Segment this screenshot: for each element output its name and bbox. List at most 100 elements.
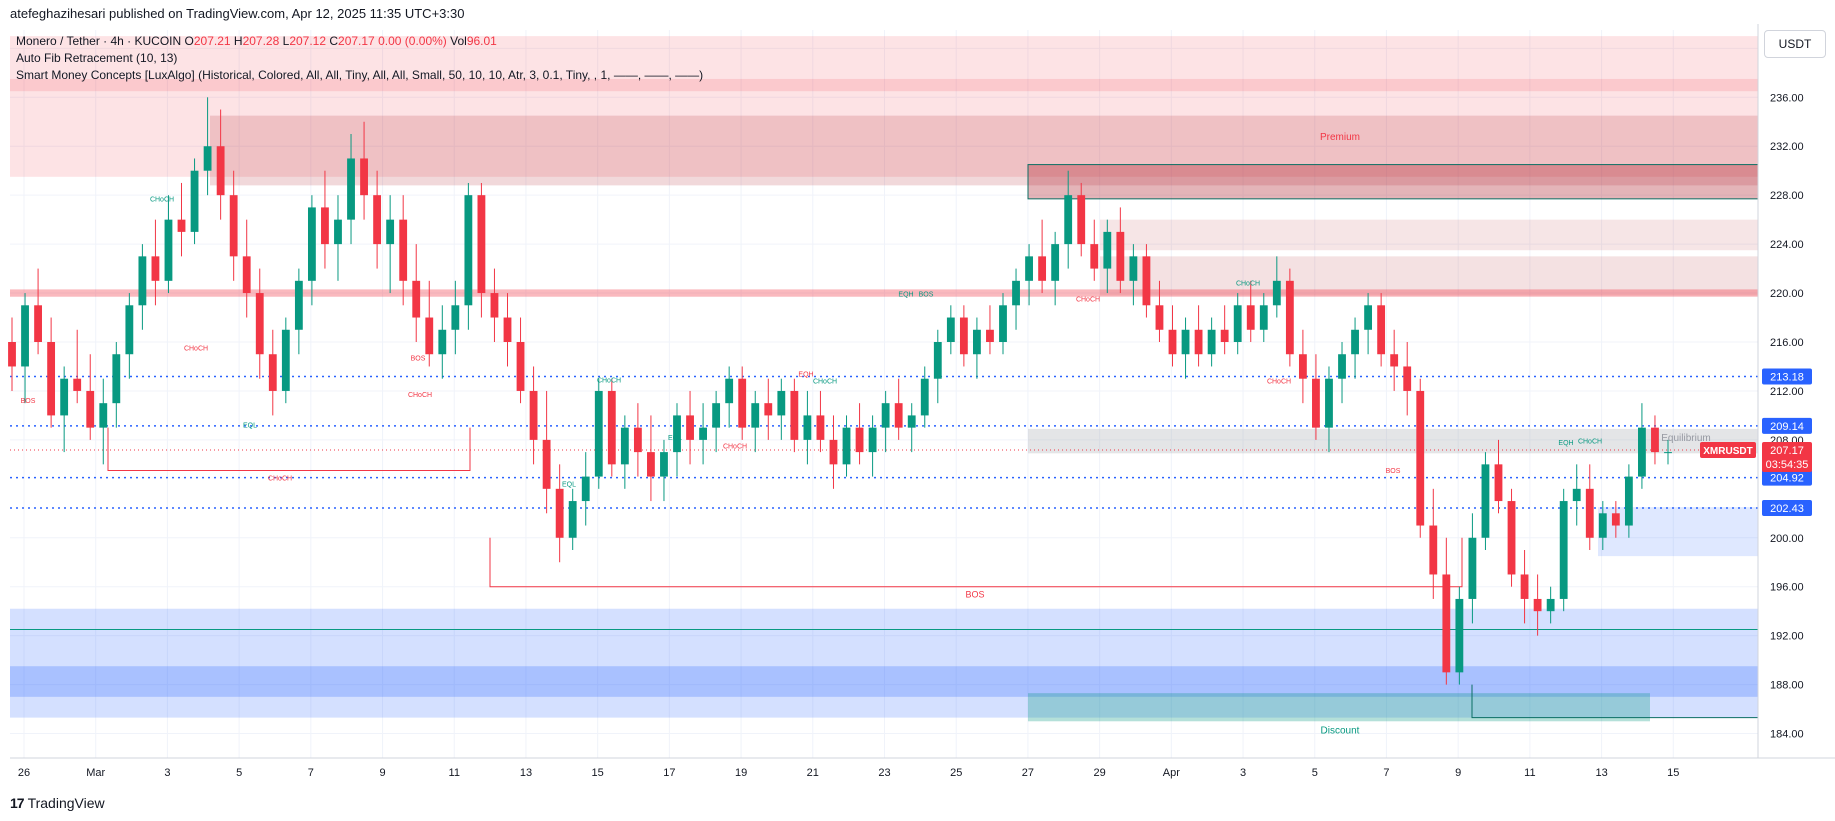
candle-body (1233, 305, 1242, 342)
candle-body (47, 342, 56, 416)
candle-body (1455, 598, 1464, 673)
candle-body (686, 415, 694, 440)
candle-body (151, 256, 160, 281)
time-axis: 26 Mar 3 5 7 9 11 13 15 17 19 21 23 25 27 29 Apr 3 5 7 9 11 13… (10, 757, 1835, 779)
candle-body (386, 219, 395, 245)
candle-body (647, 452, 655, 477)
candle-body (764, 403, 773, 416)
x-tick-label: 7 (308, 767, 314, 779)
x-tick-label: 11 (1524, 767, 1535, 779)
candle-body (673, 415, 681, 453)
candle-body (268, 354, 277, 391)
candle-body (412, 280, 421, 318)
supply-block-4 (1100, 256, 1758, 296)
candle-body (255, 293, 264, 355)
candle-body (1442, 574, 1451, 673)
supply-band-top (10, 78, 1758, 92)
candle-body (1572, 488, 1581, 502)
candle-body (594, 390, 603, 477)
open-value: 207.21 (193, 34, 231, 48)
zone-label: Equilibrium (1661, 433, 1710, 444)
price-label-text: 204.92 (1770, 473, 1804, 485)
candle-body (1429, 525, 1438, 575)
candle-body (73, 378, 82, 391)
indicator-fib[interactable]: Auto Fib Retracement (10, 13) (16, 51, 178, 65)
candle-body (477, 195, 486, 294)
x-tick-label: 17 (663, 767, 675, 779)
candle-body (1481, 464, 1490, 538)
structure-label: CHoCH (150, 196, 174, 203)
candle-body (1103, 231, 1112, 269)
candle-body (125, 305, 134, 355)
candle-body (1272, 280, 1281, 306)
price-label-box (1762, 417, 1812, 434)
candle-body (229, 195, 238, 257)
change-value: 0.00 (0.00%) (378, 34, 447, 48)
candle-body (1051, 244, 1060, 281)
symbol-title[interactable]: Monero / Tether · 4h · KUCOIN (16, 34, 182, 48)
supply-block-1 (210, 115, 1758, 186)
candle-body (751, 403, 760, 428)
x-tick-label: 21 (807, 767, 819, 779)
x-tick-label: 5 (1312, 767, 1318, 779)
structure-label: EQH (798, 371, 813, 378)
candle-body (451, 305, 460, 330)
x-tick-label: 26 (18, 767, 30, 779)
candle-body (1064, 195, 1073, 245)
low-label: L (282, 34, 290, 48)
candle-body (281, 329, 290, 391)
candle-body (946, 317, 955, 342)
x-tick-label: 3 (1240, 767, 1246, 779)
x-tick-label: 29 (1094, 767, 1106, 779)
candle-body (712, 403, 721, 428)
structure-label: BOS (1386, 468, 1401, 475)
candle-body (294, 280, 303, 330)
price-label-box (1762, 368, 1812, 385)
equilibrium-zone (1028, 428, 1758, 454)
tradingview-logo-text: TradingView (27, 795, 105, 811)
candle-body (1285, 280, 1294, 355)
y-tick-label: 196.00 (1770, 582, 1804, 594)
candle-body (1246, 305, 1255, 330)
x-tick-label: 15 (592, 767, 604, 779)
x-tick-label: 11 (449, 767, 460, 779)
candle-body (164, 219, 173, 281)
candle-body (203, 146, 212, 171)
candle-body (99, 403, 108, 428)
candle-body (1325, 378, 1333, 428)
candle-body (1585, 488, 1594, 538)
price-label-text: 213.18 (1770, 372, 1804, 384)
candle-body (660, 452, 668, 477)
candle-body (920, 378, 929, 416)
structure-label: EQL (243, 423, 257, 430)
demand-block-1 (1598, 507, 1758, 557)
candle-body (777, 390, 786, 416)
structure-label: CHoCH (408, 392, 432, 399)
candle-body (216, 146, 225, 196)
candle-body (1090, 244, 1099, 269)
structure-label: CHoCH (1076, 297, 1100, 304)
indicator-smc[interactable]: Smart Money Concepts [LuxAlgo] (Historic… (16, 68, 704, 82)
candle-body (1129, 256, 1138, 281)
y-tick-label: 192.00 (1770, 631, 1804, 643)
candle-body (959, 317, 968, 355)
discount-band (10, 666, 1758, 697)
candle-body (1194, 329, 1203, 355)
candle-body (1559, 501, 1568, 599)
high-value: 207.28 (242, 34, 280, 48)
candle-body (1155, 305, 1164, 330)
demand-block-2 (1028, 693, 1650, 722)
candle-body (1220, 329, 1229, 342)
currency-button[interactable]: USDT (1764, 30, 1826, 58)
choch-line-1 (107, 427, 471, 471)
candle-body (347, 158, 355, 220)
tradingview-logo-icon: 17 (10, 795, 25, 811)
tradingview-logo[interactable]: 17 TradingView (10, 795, 105, 811)
volume-value: 96.01 (466, 34, 497, 48)
candle-body (555, 488, 564, 538)
y-tick-label: 184.00 (1770, 729, 1804, 741)
price-label-text: 202.43 (1770, 503, 1804, 515)
horizontal-levels (10, 375, 1758, 719)
high-label: H (233, 34, 243, 48)
